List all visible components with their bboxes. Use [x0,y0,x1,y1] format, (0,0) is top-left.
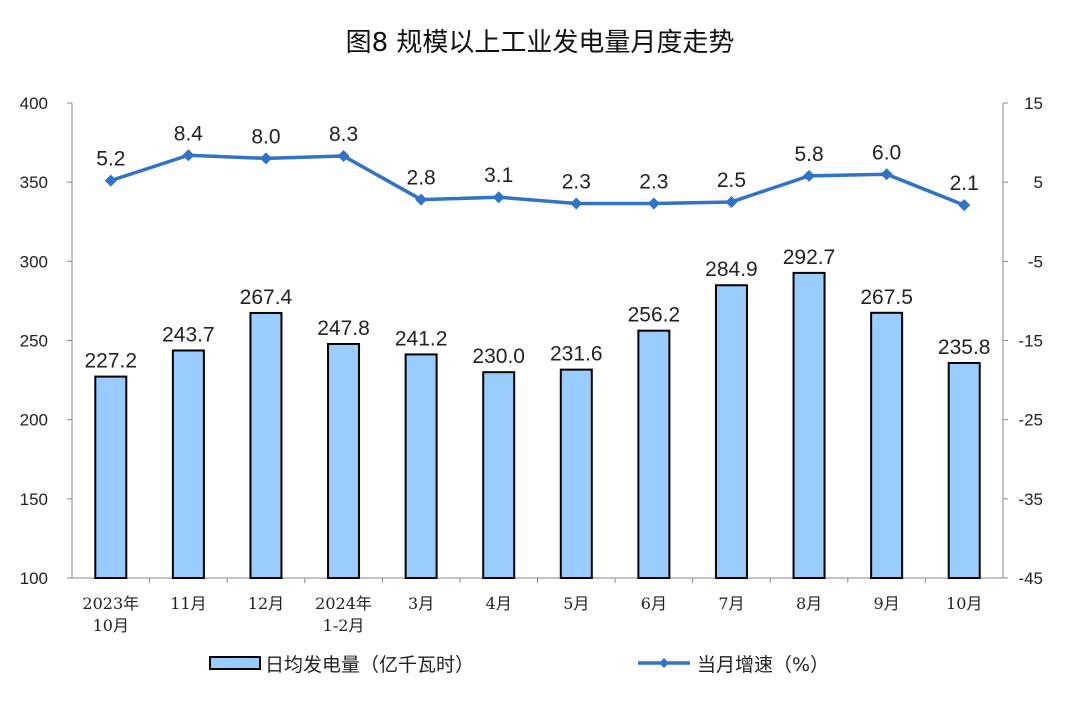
bar [171,349,205,579]
bar [792,271,826,579]
bar-data-label: 231.6 [550,343,603,366]
line-data-label: 2.3 [639,171,668,194]
x-category-label: 9月 [874,594,900,613]
line-data-label: 5.2 [96,148,125,171]
x-category-label: 2023年 [82,594,139,613]
line-data-label: 2.5 [717,169,746,192]
line-data-label: 2.1 [950,172,979,195]
bar-data-label: 230.0 [472,345,525,368]
bar-data-label: 241.2 [395,327,448,350]
line-data-label: 5.8 [794,143,823,166]
chart-title: 图8 规模以上工业发电量月度走势 [345,28,735,58]
growth-marker [104,174,117,187]
line-data-label: 8.4 [174,122,204,145]
x-category-label: 6月 [641,594,667,613]
bar-data-label: 292.7 [783,246,836,269]
growth-marker [259,152,272,165]
line-data-label: 2.8 [407,167,436,190]
left-tick-label: 350 [20,173,48,192]
line-data-label: 3.1 [484,164,513,187]
growth-marker [880,168,893,181]
x-category-label: 4月 [486,594,512,613]
growth-line [110,153,965,207]
legend-line-marker [659,658,669,668]
legend-bar-label: 日均发电量（亿千瓦时） [265,654,474,676]
bar-data-label: 247.8 [317,317,370,340]
left-tick-label: 200 [20,411,48,430]
x-category-label: 12月 [248,594,284,613]
left-tick-label: 250 [20,332,48,351]
right-tick-label: 15 [1024,94,1043,113]
left-tick-label: 100 [20,569,48,588]
x-category-label: 10月 [946,594,982,613]
growth-marker [182,149,195,162]
x-category-label: 11月 [170,594,206,613]
x-category-label: 8月 [796,594,822,613]
growth-marker [570,197,583,210]
bar [714,284,748,579]
bar-data-label: 235.8 [938,336,991,359]
bar-data-label: 267.4 [240,286,293,309]
line-data-label: 8.0 [251,125,280,148]
line-data-label: 6.0 [872,141,901,164]
line-data-label: 2.3 [562,171,591,194]
bar [94,375,128,579]
growth-marker [337,150,350,163]
bar [404,353,438,579]
bar-data-label: 227.2 [85,350,138,373]
bar [327,342,361,579]
right-tick-label: 5 [1034,173,1043,192]
line-data-label: 8.3 [329,123,358,146]
left-tick-label: 400 [20,94,48,113]
legend-line-label: 当月增速（%） [697,654,829,676]
growth-marker [492,191,505,204]
x-category-label: 2024年 [315,594,372,613]
right-tick-label: -45 [1018,569,1043,588]
x-category-label: 7月 [718,594,744,613]
x-category-label: 5月 [563,594,589,613]
left-tick-label: 300 [20,252,48,271]
growth-marker [415,193,428,206]
x-category-label: 10月 [93,616,129,635]
bar-data-label: 284.9 [705,258,758,281]
bar [637,329,671,579]
growth-marker [958,199,971,212]
bar-data-label: 267.5 [860,286,913,309]
growth-marker [647,197,660,210]
growth-marker [803,169,816,182]
x-category-label: 3月 [408,594,434,613]
right-tick-label: -35 [1018,490,1043,509]
right-tick-label: -5 [1028,252,1043,271]
left-tick-label: 150 [20,490,48,509]
right-tick-label: -25 [1018,411,1043,430]
bar [249,311,283,579]
bar [559,368,593,579]
bar [870,311,904,579]
bar-data-label: 256.2 [628,304,681,327]
bar [947,361,981,579]
x-category-label: 1-2月 [323,616,365,635]
bar [482,371,516,579]
right-tick-label: -15 [1018,332,1043,351]
bar-data-label: 243.7 [162,323,215,346]
legend-bar-swatch [209,656,261,670]
growth-marker [725,195,738,208]
